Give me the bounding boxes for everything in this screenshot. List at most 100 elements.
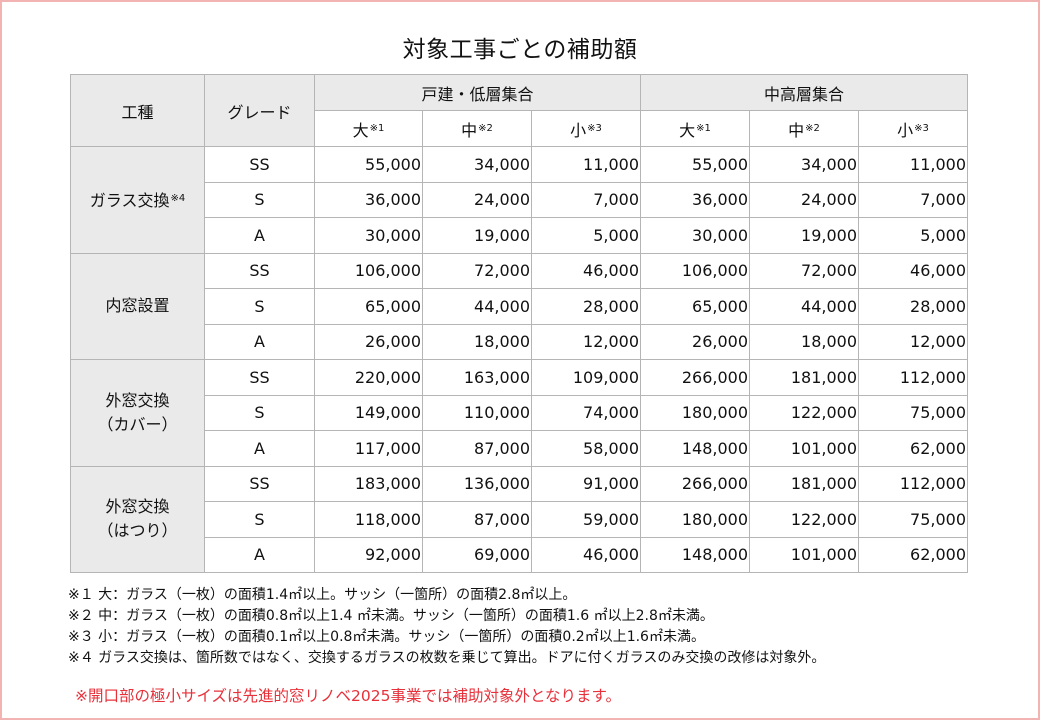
amount-cell: 87,000	[422, 501, 532, 538]
amount-value: 122,000	[790, 509, 857, 529]
grade-cell: S	[204, 181, 315, 218]
size-label: 中	[788, 120, 805, 140]
size-label: 大	[679, 120, 696, 140]
grade-cell: A	[204, 217, 315, 254]
amount-cell: 266,000	[640, 465, 750, 502]
amount-value: 12,000	[583, 332, 639, 352]
amount-cell: 181,000	[749, 359, 859, 396]
amount-cell: 55,000	[640, 146, 750, 183]
amount-cell: 34,000	[749, 146, 859, 183]
amount-value: 11,000	[910, 154, 966, 174]
amount-cell: 24,000	[749, 181, 859, 218]
footnote: ※２ 中：ガラス（一枚）の面積0.8㎡以上1.4 ㎡未満。サッシ（一箇所）の面積…	[68, 608, 714, 624]
grade-cell: SS	[204, 465, 315, 502]
amount-cell: 65,000	[314, 288, 423, 325]
amount-cell: 12,000	[531, 323, 641, 360]
footnotes: ※１ 大：ガラス（一枚）の面積1.4㎡以上。サッシ（一箇所）の面積2.8㎡以上。…	[68, 585, 825, 669]
amount-cell: 11,000	[858, 146, 968, 183]
amount-cell: 181,000	[749, 465, 859, 502]
amount-value: 62,000	[910, 438, 966, 458]
amount-cell: 18,000	[749, 323, 859, 360]
header-size: 中※2	[422, 110, 532, 147]
header-size: 中※2	[749, 110, 859, 147]
amount-cell: 101,000	[749, 536, 859, 573]
amount-value: 46,000	[910, 261, 966, 281]
amount-cell: 122,000	[749, 501, 859, 538]
amount-value: 75,000	[910, 509, 966, 529]
category-footnote-mark: ※4	[170, 192, 186, 204]
amount-value: 117,000	[354, 438, 421, 458]
header-grade: グレード	[204, 74, 315, 147]
amount-cell: 11,000	[531, 146, 641, 183]
amount-value: 74,000	[583, 403, 639, 423]
amount-value: 181,000	[790, 474, 857, 494]
amount-value: 18,000	[801, 332, 857, 352]
amount-value: 148,000	[681, 438, 748, 458]
amount-cell: 28,000	[531, 288, 641, 325]
amount-cell: 26,000	[314, 323, 423, 360]
amount-value: 55,000	[692, 154, 748, 174]
size-footnote-mark: ※1	[696, 122, 711, 134]
amount-cell: 101,000	[749, 430, 859, 467]
header-size: 小※3	[858, 110, 968, 147]
amount-cell: 117,000	[314, 430, 423, 467]
amount-value: 72,000	[474, 261, 530, 281]
category-name: ガラス交換	[89, 190, 170, 210]
size-footnote-mark: ※3	[914, 122, 929, 134]
amount-cell: 75,000	[858, 501, 968, 538]
header-size: 大※1	[640, 110, 750, 147]
amount-value: 19,000	[801, 225, 857, 245]
amount-cell: 118,000	[314, 501, 423, 538]
footnote: ※３ 小：ガラス（一枚）の面積0.1㎡以上0.8㎡未満。サッシ（一箇所）の面積0…	[68, 629, 705, 645]
amount-value: 149,000	[354, 403, 421, 423]
table-row: A 30,000 19,000 5,000 30,000 19,000 5,000	[71, 217, 968, 254]
category-name-sub: （カバー）	[97, 414, 178, 434]
amount-cell: 44,000	[422, 288, 532, 325]
amount-cell: 163,000	[422, 359, 532, 396]
amount-value: 44,000	[474, 296, 530, 316]
amount-cell: 180,000	[640, 501, 750, 538]
amount-value: 30,000	[365, 225, 421, 245]
amount-value: 92,000	[365, 545, 421, 565]
amount-cell: 55,000	[314, 146, 423, 183]
header-work-type: 工種	[70, 74, 205, 147]
amount-value: 30,000	[692, 225, 748, 245]
amount-cell: 92,000	[314, 536, 423, 573]
amount-value: 163,000	[463, 367, 530, 387]
amount-cell: 72,000	[422, 252, 532, 289]
amount-value: 122,000	[790, 403, 857, 423]
amount-value: 101,000	[790, 438, 857, 458]
size-label: 中	[461, 120, 478, 140]
amount-cell: 136,000	[422, 465, 532, 502]
table-row: 外窓交換 （カバー） SS 220,000 163,000 109,000 266,000 1…	[70, 359, 968, 467]
amount-value: 180,000	[681, 509, 748, 529]
header-size: 大※1	[314, 110, 423, 147]
amount-value: 148,000	[681, 545, 748, 565]
amount-value: 58,000	[583, 438, 639, 458]
amount-value: 180,000	[681, 403, 748, 423]
amount-value: 75,000	[910, 403, 966, 423]
amount-value: 109,000	[572, 367, 639, 387]
amount-value: 62,000	[910, 545, 966, 565]
amount-value: 5,000	[920, 225, 966, 245]
amount-cell: 28,000	[858, 288, 968, 325]
amount-cell: 65,000	[640, 288, 750, 325]
amount-cell: 183,000	[314, 465, 423, 502]
grade-cell: A	[204, 430, 315, 467]
amount-value: 91,000	[583, 474, 639, 494]
size-label: 大	[352, 120, 369, 140]
amount-cell: 46,000	[531, 536, 641, 573]
size-footnote-mark: ※1	[369, 122, 385, 134]
amount-cell: 30,000	[640, 217, 750, 254]
amount-value: 106,000	[354, 261, 421, 281]
table-row: 外窓交換 （はつり） SS 183,000 136,000 91,000 266,000 18…	[70, 465, 968, 573]
amount-value: 28,000	[583, 296, 639, 316]
category-name-sub: （はつり）	[97, 521, 178, 541]
amount-cell: 112,000	[858, 465, 968, 502]
amount-value: 118,000	[354, 509, 421, 529]
page-title: 対象工事ごとの補助額	[402, 37, 638, 63]
grade-cell: A	[204, 323, 315, 360]
table-row: 内窓設置 SS 106,000 72,000 46,000 106,000 72,000 46…	[70, 252, 968, 360]
amount-cell: 266,000	[640, 359, 750, 396]
amount-value: 72,000	[801, 261, 857, 281]
